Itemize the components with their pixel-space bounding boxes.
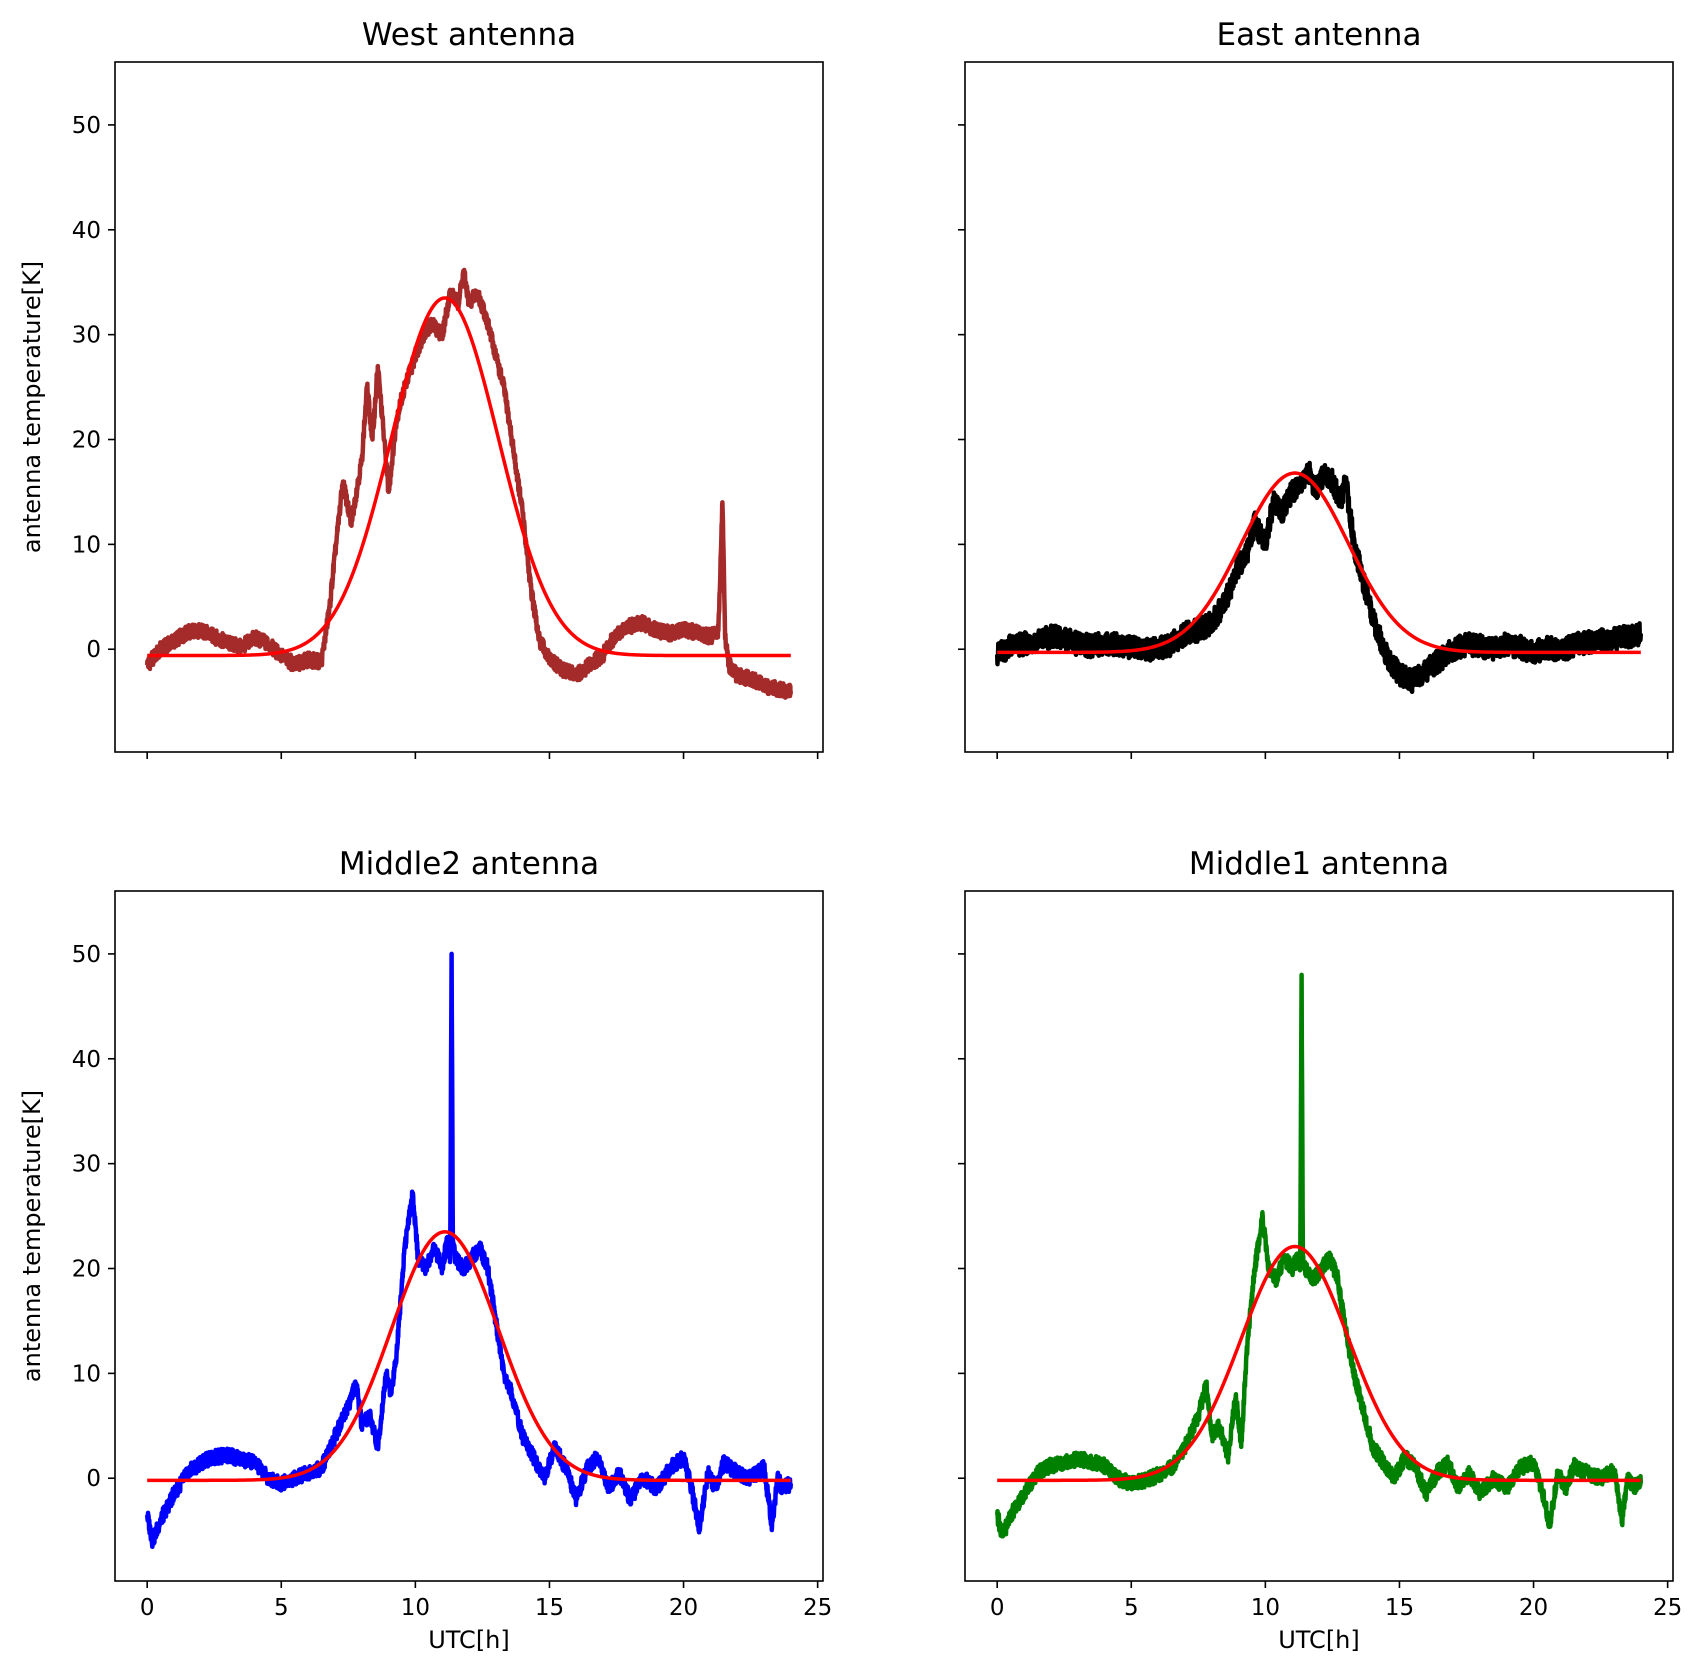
middle2-antenna-y-axis-label: antenna temperature[K]: [18, 1090, 46, 1382]
west-antenna-y-tick-label-10: 10: [72, 532, 101, 558]
middle2-antenna-x-tick-label-20: 20: [669, 1595, 698, 1621]
middle2-antenna-x-tick-label-0: 0: [140, 1595, 155, 1621]
west-antenna-axes-frame: [114, 61, 824, 753]
middle1-antenna-x-tick-label-10: 10: [1251, 1595, 1280, 1621]
middle1-antenna-axes-frame: [964, 890, 1674, 1582]
middle2-antenna-x-tick-label-15: 15: [535, 1595, 564, 1621]
middle2-antenna-y-tick-label-30: 30: [72, 1152, 101, 1178]
middle2-antenna-y-tick-label-10: 10: [72, 1361, 101, 1387]
middle2-antenna-y-tick-label-50: 50: [72, 942, 101, 968]
panel-east-antenna: East antenna: [958, 17, 1674, 759]
middle2-antenna-x-tick-label-25: 25: [803, 1595, 832, 1621]
middle2-antenna-x-tick-label-10: 10: [401, 1595, 430, 1621]
panel-middle1-antenna: 0 5 10 15 20 25 Middle1 antenna UTC[h]: [958, 846, 1682, 1654]
west-antenna-plot-area: [144, 267, 794, 700]
middle1-antenna-x-axis-label: UTC[h]: [1278, 1626, 1360, 1654]
middle1-antenna-x-tick-label-5: 5: [1124, 1595, 1139, 1621]
middle2-antenna-x-axis-label: UTC[h]: [428, 1626, 510, 1654]
panel-middle2-antenna: 0 5 10 15 20 25 0 10 20 30 40 50 Middle2 antenna UTC[…: [18, 846, 832, 1654]
west-antenna-y-tick-label-20: 20: [72, 428, 101, 454]
middle1-antenna-x-tick-label-15: 15: [1385, 1595, 1414, 1621]
east-antenna-axes-frame: [964, 61, 1674, 753]
middle1-antenna-plot-area: [994, 972, 1644, 1539]
west-antenna-data-series: [144, 267, 794, 700]
west-antenna-y-tick-label-40: 40: [72, 218, 101, 244]
panel-west-antenna: 0 10 20 30 40 50 West antenna antenna temperatu…: [18, 17, 824, 759]
middle1-antenna-fit-curve: [997, 1244, 1641, 1483]
middle2-antenna-x-tick-label-5: 5: [274, 1595, 289, 1621]
middle2-antenna-fit-curve: [147, 1230, 791, 1483]
east-antenna-plot-area: [994, 460, 1644, 695]
west-antenna-y-axis-label: antenna temperature[K]: [18, 261, 46, 553]
middle2-antenna-y-tick-label-20: 20: [72, 1257, 101, 1283]
middle2-antenna-y-tick-label-40: 40: [72, 1047, 101, 1073]
middle1-antenna-x-tick-label-20: 20: [1519, 1595, 1548, 1621]
middle1-antenna-x-tick-label-0: 0: [990, 1595, 1005, 1621]
middle2-antenna-y-tick-label-0: 0: [86, 1466, 101, 1492]
middle2-antenna-plot-area: [144, 951, 794, 1550]
west-antenna-y-tick-label-0: 0: [86, 637, 101, 663]
east-antenna-title: East antenna: [1217, 17, 1422, 53]
west-antenna-y-tick-label-50: 50: [72, 113, 101, 139]
west-antenna-title: West antenna: [362, 17, 576, 53]
east-antenna-fit-curve: [997, 471, 1641, 655]
middle2-antenna-title: Middle2 antenna: [339, 846, 599, 882]
middle2-antenna-axes-frame: [114, 890, 824, 1582]
west-antenna-fit-curve: [147, 296, 791, 658]
middle1-antenna-x-tick-label-25: 25: [1653, 1595, 1682, 1621]
west-antenna-y-tick-label-30: 30: [72, 323, 101, 349]
middle1-antenna-title: Middle1 antenna: [1189, 846, 1449, 882]
